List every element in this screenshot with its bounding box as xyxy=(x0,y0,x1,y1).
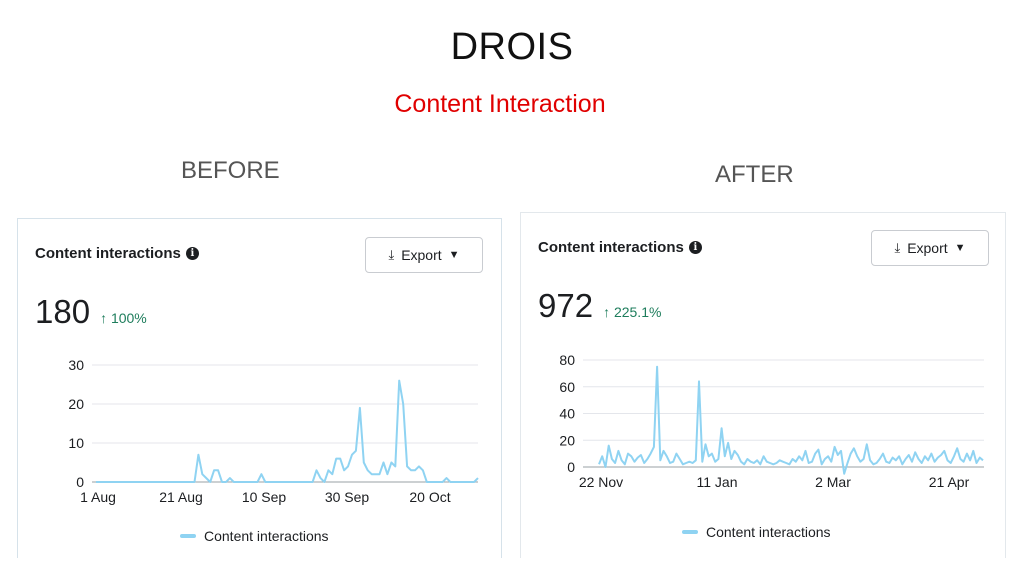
y-tick-label: 10 xyxy=(68,435,84,451)
metric-total: 180 xyxy=(35,293,91,330)
y-tick-label: 0 xyxy=(76,474,84,490)
y-tick-label: 0 xyxy=(567,459,575,475)
before-chart: 0 10 20 30 1 Aug 21 Aug 10 Sep 30 Sep 20 Oct xyxy=(68,357,479,505)
caret-down-icon: ▼ xyxy=(954,242,966,254)
x-tick-label: 10 Sep xyxy=(242,489,287,505)
panel-title: Content interactions i xyxy=(538,239,702,256)
y-tick-label: 40 xyxy=(559,406,575,422)
export-label: Export xyxy=(907,240,948,256)
x-tick-label: 21 Apr xyxy=(929,474,970,490)
y-tick-label: 30 xyxy=(68,357,84,373)
legend-label: Content interactions xyxy=(706,524,831,540)
export-label: Export xyxy=(401,247,442,263)
metric: 180 ↑ 100% xyxy=(35,293,147,331)
y-tick-label: 20 xyxy=(559,432,575,448)
after-label: AFTER xyxy=(715,161,794,188)
x-tick-label: 20 Oct xyxy=(409,489,450,505)
y-tick-label: 60 xyxy=(559,379,575,395)
before-label: BEFORE xyxy=(181,157,280,184)
after-chart: 0 20 40 60 80 22 Nov 11 Jan 2 Mar 21 Apr xyxy=(559,352,984,490)
chart-legend: Content interactions xyxy=(682,524,831,540)
info-icon[interactable]: i xyxy=(688,241,702,254)
panel-title: Content interactions i xyxy=(35,245,199,262)
download-icon: ⤓ xyxy=(894,240,901,255)
before-panel: Content interactions i ⤓ Export ▼ 180 ↑ … xyxy=(17,218,502,558)
y-tick-label: 20 xyxy=(68,396,84,412)
metric-total: 972 xyxy=(538,287,594,324)
x-tick-label: 2 Mar xyxy=(815,474,851,490)
legend-swatch xyxy=(682,530,698,534)
slide-subtitle: Content Interaction xyxy=(394,90,606,118)
series-line xyxy=(96,379,479,483)
y-tick-label: 80 xyxy=(559,352,575,368)
slide-title: DROIS xyxy=(450,26,574,68)
panel-title-text: Content interactions xyxy=(538,239,684,256)
legend-label: Content interactions xyxy=(204,528,329,544)
info-icon[interactable]: i xyxy=(185,247,199,260)
caret-down-icon: ▼ xyxy=(448,249,460,261)
after-panel: Content interactions i ⤓ Export ▼ 972 ↑ … xyxy=(520,212,1006,558)
legend-swatch xyxy=(180,534,196,538)
metric-change: ↑ 225.1% xyxy=(603,304,662,320)
chart-legend: Content interactions xyxy=(180,528,329,544)
x-tick-label: 1 Aug xyxy=(80,489,116,505)
x-tick-label: 22 Nov xyxy=(579,474,623,490)
series-line xyxy=(598,365,984,475)
x-tick-label: 21 Aug xyxy=(159,489,203,505)
x-tick-label: 30 Sep xyxy=(325,489,370,505)
download-icon: ⤓ xyxy=(388,247,395,262)
metric-change: ↑ 100% xyxy=(100,310,147,326)
export-button[interactable]: ⤓ Export ▼ xyxy=(871,230,989,266)
panel-title-text: Content interactions xyxy=(35,245,181,262)
metric: 972 ↑ 225.1% xyxy=(538,287,661,325)
x-tick-label: 11 Jan xyxy=(697,474,738,490)
export-button[interactable]: ⤓ Export ▼ xyxy=(365,237,483,273)
